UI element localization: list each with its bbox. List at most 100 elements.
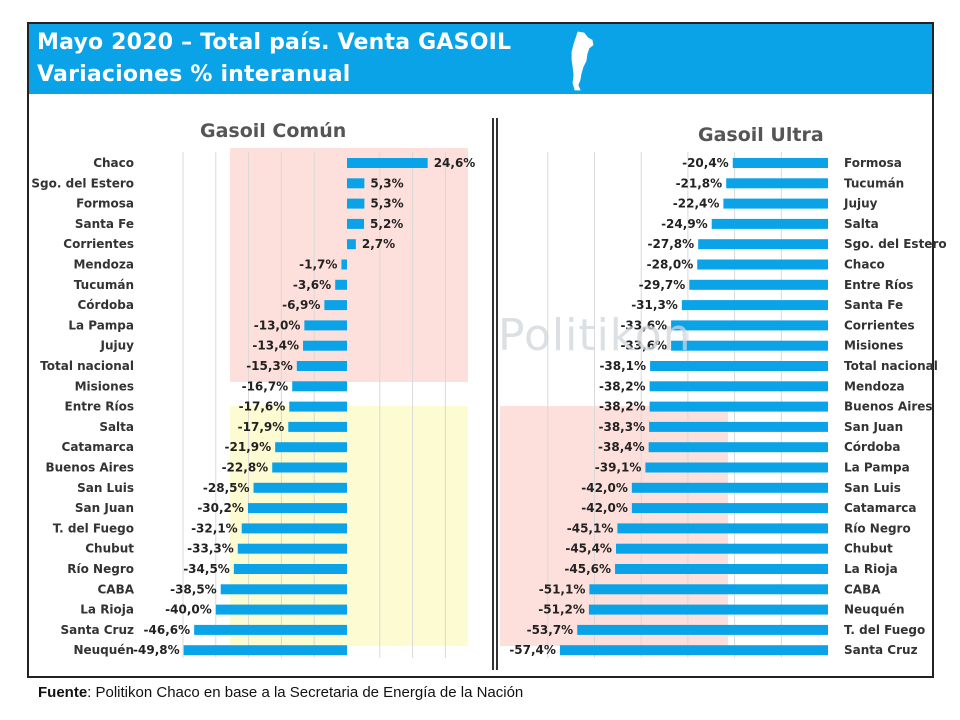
data-label: -38,2%: [599, 379, 646, 393]
category-label: La Pampa: [68, 318, 134, 332]
data-label: -20,4%: [682, 156, 729, 170]
watermark-text: Politikon: [498, 310, 692, 361]
right-panel-title: Gasoil Ultra: [698, 124, 824, 146]
gasoil-comun-chart: Chaco Sgo. del Estero Formosa Santa Fe Corri…: [31, 148, 476, 658]
bar: [617, 523, 828, 534]
bar: [347, 158, 428, 168]
data-label: -33,6%: [620, 318, 667, 332]
bar: [631, 503, 828, 514]
category-label: Buenos Aires: [45, 461, 134, 475]
category-label: Río Negro: [67, 562, 134, 576]
category-label: Corrientes: [844, 318, 915, 332]
bar: [649, 381, 828, 392]
bar: [577, 624, 828, 635]
title-line-1: Mayo 2020 – Total país. Venta GASOIL: [37, 30, 512, 55]
category-label: San Juan: [75, 501, 134, 515]
category-label: Córdoba: [844, 440, 901, 454]
bar: [347, 218, 365, 229]
bar: [247, 503, 347, 514]
bar: [241, 523, 347, 534]
data-label: -31,3%: [631, 298, 678, 312]
category-label: Chubut: [85, 542, 134, 556]
category-label: Formosa: [844, 156, 902, 170]
bar: [559, 645, 828, 656]
category-label: San Juan: [844, 420, 903, 434]
bar: [649, 421, 828, 432]
data-label: -46,6%: [144, 623, 191, 637]
bar: [347, 198, 365, 209]
category-label: Misiones: [75, 379, 134, 393]
bar: [253, 482, 347, 493]
data-label: -38,3%: [599, 420, 646, 434]
data-label: -33,3%: [187, 542, 234, 556]
data-label: -34,5%: [183, 562, 230, 576]
bar: [689, 279, 828, 290]
bar: [335, 279, 347, 290]
data-label: -21,9%: [225, 440, 272, 454]
category-label: Salta: [99, 420, 134, 434]
bar: [237, 543, 347, 554]
data-label: -32,1%: [191, 521, 238, 535]
data-label: -57,4%: [509, 643, 556, 657]
data-label: -39,1%: [595, 461, 642, 475]
category-label: Neuquén: [73, 643, 134, 657]
header-banner: Mayo 2020 – Total país. Venta GASOIL Var…: [29, 24, 932, 94]
bar: [726, 178, 828, 189]
data-label: -45,1%: [567, 521, 614, 535]
category-label: La Rioja: [844, 562, 898, 576]
data-label: -17,9%: [238, 420, 285, 434]
data-label: -40,0%: [165, 603, 212, 617]
data-label: -24,9%: [661, 217, 708, 231]
bar: [324, 300, 347, 311]
category-label: Total nacional: [844, 359, 938, 373]
data-label: 5,3%: [370, 176, 403, 190]
category-label: Misiones: [844, 339, 903, 353]
bar: [288, 421, 347, 432]
data-label: 5,3%: [370, 197, 403, 211]
data-label: -30,2%: [197, 501, 244, 515]
bar: [341, 259, 347, 270]
category-label: Tucumán: [74, 278, 134, 292]
title-line-2: Variaciones % interanual: [37, 62, 351, 87]
bar: [347, 178, 365, 189]
category-label: Catamarca: [844, 501, 916, 515]
bar: [615, 564, 828, 574]
data-label: 24,6%: [434, 156, 476, 170]
bar: [589, 584, 828, 595]
data-label: -28,5%: [203, 481, 250, 495]
data-label: -27,8%: [648, 237, 695, 251]
data-label: -33,6%: [620, 339, 667, 353]
bar: [296, 361, 347, 371]
bar: [304, 320, 347, 331]
category-label: Santa Cruz: [844, 643, 918, 657]
category-label: Jujuy: [100, 339, 135, 353]
bar: [671, 340, 828, 351]
bar: [588, 604, 828, 615]
data-label: -13,4%: [252, 339, 299, 353]
bar: [215, 604, 347, 615]
bar: [681, 300, 828, 311]
category-label: Córdoba: [78, 298, 135, 312]
argentina-map-icon: [571, 31, 594, 91]
data-label: -38,1%: [599, 359, 646, 373]
bar: [649, 401, 828, 412]
category-label: Entre Ríos: [65, 400, 134, 414]
bar: [711, 218, 828, 229]
category-label: T. del Fuego: [53, 521, 134, 535]
category-label: La Rioja: [80, 603, 134, 617]
category-label: Buenos Aires: [844, 400, 933, 414]
category-label: Chaco: [844, 258, 885, 272]
bar: [289, 401, 347, 412]
bar: [645, 462, 828, 473]
category-label: Entre Ríos: [844, 278, 913, 292]
bar: [631, 482, 828, 493]
data-label: -3,6%: [293, 278, 331, 292]
category-label: Chaco: [93, 156, 134, 170]
data-label: -45,6%: [564, 562, 611, 576]
data-label: 5,2%: [370, 217, 403, 231]
category-label: Catamarca: [62, 440, 134, 454]
data-label: -16,7%: [242, 379, 289, 393]
data-label: -51,2%: [538, 603, 585, 617]
category-label: La Pampa: [844, 461, 910, 475]
category-label: Tucumán: [844, 176, 904, 190]
